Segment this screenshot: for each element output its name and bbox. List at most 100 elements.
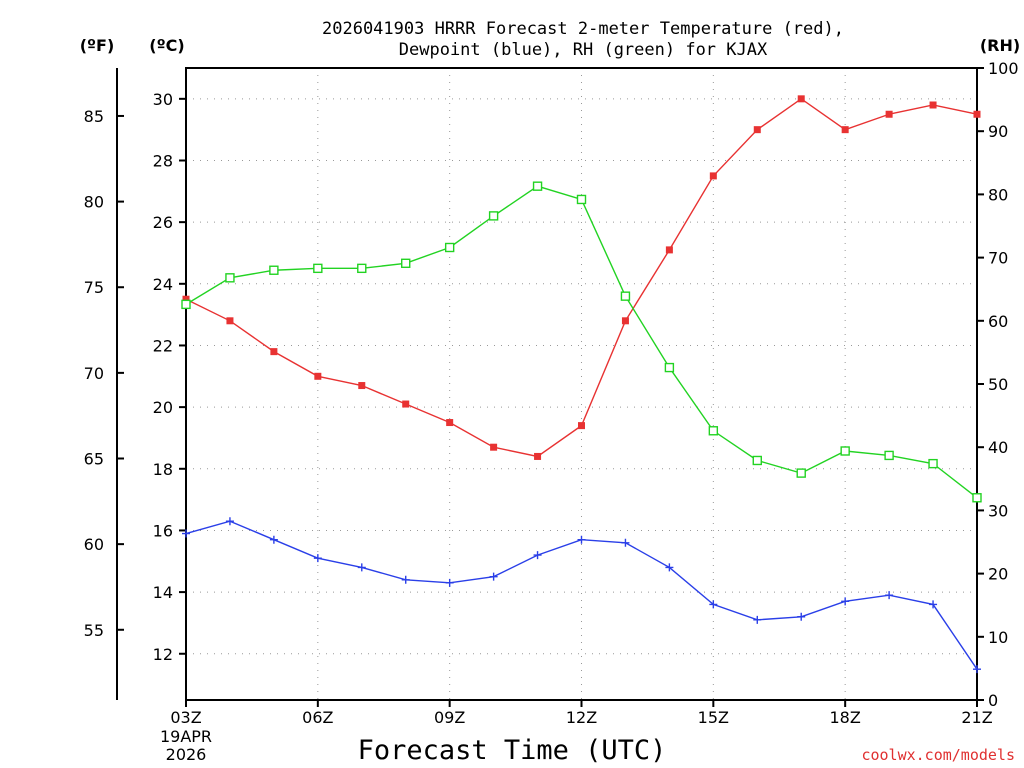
- temperature-point: [402, 400, 410, 408]
- dewpoint-point: [357, 563, 366, 572]
- dewpoint-point: [445, 578, 454, 587]
- fahrenheit-tick-label: 85: [84, 107, 104, 126]
- x-tick-label: 06Z: [302, 708, 333, 727]
- rh-point: [840, 446, 850, 456]
- fahrenheit-unit-label: (ºF): [80, 36, 115, 55]
- celsius-tick-label: 22: [153, 336, 173, 355]
- rh-unit-label: (RH): [980, 36, 1020, 55]
- rh-tick-label: 60: [988, 312, 1008, 331]
- temperature-point: [841, 126, 849, 134]
- dewpoint-point: [973, 665, 981, 674]
- temperature-point: [797, 95, 805, 103]
- temperature-point: [358, 382, 366, 390]
- x-tick-label: 18Z: [830, 708, 861, 727]
- chart-title-line-2: Dewpoint (blue), RH (green) for KJAX: [399, 40, 768, 60]
- dewpoint-point: [489, 572, 498, 581]
- temperature-point: [578, 422, 585, 430]
- dewpoint-point: [665, 563, 674, 572]
- rh-point: [752, 455, 762, 466]
- x-tick-label: 09Z: [434, 708, 465, 727]
- temperature-point: [621, 317, 629, 325]
- fahrenheit-tick-label: 65: [84, 450, 104, 469]
- rh-point: [357, 263, 367, 274]
- fahrenheit-tick-label: 80: [84, 193, 104, 212]
- dewpoint-point: [313, 554, 322, 563]
- celsius-tick-label: 30: [153, 90, 173, 109]
- rh-point: [444, 242, 455, 253]
- rh-point: [796, 468, 806, 478]
- celsius-tick-label: 12: [153, 645, 173, 664]
- x-axis-label: Forecast Time (UTC): [358, 735, 667, 766]
- temperature-point: [270, 348, 278, 356]
- x-tick-label: 21Z: [961, 708, 992, 727]
- x-tick-label: 12Z: [566, 708, 597, 727]
- rh-point: [884, 450, 894, 461]
- dewpoint-point: [182, 529, 190, 538]
- x-tick-sublabel: 2026: [166, 745, 207, 764]
- rh-tick-label: 100: [988, 59, 1019, 78]
- rh-point: [972, 493, 982, 503]
- celsius-tick-label: 18: [153, 460, 173, 479]
- rh-point: [488, 211, 499, 221]
- credit-text: coolwx.com/models: [861, 746, 1015, 764]
- dewpoint-point: [797, 612, 806, 621]
- dewpoint-point: [401, 575, 410, 584]
- temperature-point: [709, 172, 717, 180]
- grid-layer: [186, 68, 977, 700]
- dewpoint-point: [533, 551, 542, 560]
- series-layer: [181, 95, 982, 674]
- rh-point: [620, 291, 631, 301]
- x-tick-label: 15Z: [698, 708, 729, 727]
- temperature-point: [490, 443, 498, 451]
- rh-point: [664, 362, 675, 373]
- celsius-tick-label: 26: [153, 213, 173, 232]
- fahrenheit-tick-label: 70: [84, 364, 104, 383]
- dewpoint-point: [841, 597, 850, 606]
- x-tick-sublabel: 19APR: [160, 727, 212, 746]
- celsius-tick-label: 28: [153, 151, 173, 170]
- celsius-tick-label: 20: [153, 398, 173, 417]
- temperature-point: [182, 295, 190, 303]
- rh-point: [269, 265, 279, 275]
- rh-point: [225, 273, 235, 283]
- temperature-point: [446, 419, 454, 427]
- fahrenheit-tick-label: 75: [84, 278, 104, 297]
- rh-point: [532, 181, 543, 191]
- dewpoint-point: [753, 615, 762, 624]
- dewpoint-point: [885, 591, 894, 600]
- temperature-point: [885, 110, 893, 118]
- fahrenheit-tick-label: 55: [84, 621, 104, 640]
- rh-point: [576, 194, 587, 205]
- fahrenheit-tick-label: 60: [84, 535, 104, 554]
- rh-point: [313, 263, 323, 274]
- dewpoint-point: [269, 535, 278, 544]
- celsius-unit-label: (ºC): [149, 36, 184, 55]
- temperature-point: [314, 372, 322, 380]
- dewpoint-point: [577, 535, 586, 544]
- temperature-point: [665, 246, 673, 254]
- rh-tick-label: 50: [988, 375, 1008, 394]
- temperature-point: [973, 110, 981, 118]
- rh-tick-label: 30: [988, 501, 1008, 520]
- dewpoint-point: [225, 517, 234, 526]
- rh-tick-label: 20: [988, 565, 1008, 584]
- temperature-point: [226, 317, 234, 325]
- rh-tick-label: 80: [988, 185, 1008, 204]
- rh-point: [928, 458, 938, 469]
- x-tick-label: 03Z: [170, 708, 201, 727]
- text-layer: 2026041903 HRRR Forecast 2-meter Tempera…: [80, 19, 1020, 766]
- axes-layer: [116, 67, 984, 707]
- rh-point: [708, 426, 719, 436]
- dewpoint-point: [929, 600, 938, 609]
- celsius-tick-label: 14: [153, 583, 173, 602]
- temperature-point: [534, 452, 542, 460]
- rh-tick-label: 40: [988, 438, 1008, 457]
- temperature-point: [753, 126, 761, 134]
- chart-title-line-1: 2026041903 HRRR Forecast 2-meter Tempera…: [322, 19, 844, 39]
- rh-tick-label: 70: [988, 249, 1008, 268]
- dewpoint-point: [621, 538, 630, 547]
- rh-tick-label: 90: [988, 122, 1008, 141]
- rh-tick-label: 0: [988, 691, 998, 710]
